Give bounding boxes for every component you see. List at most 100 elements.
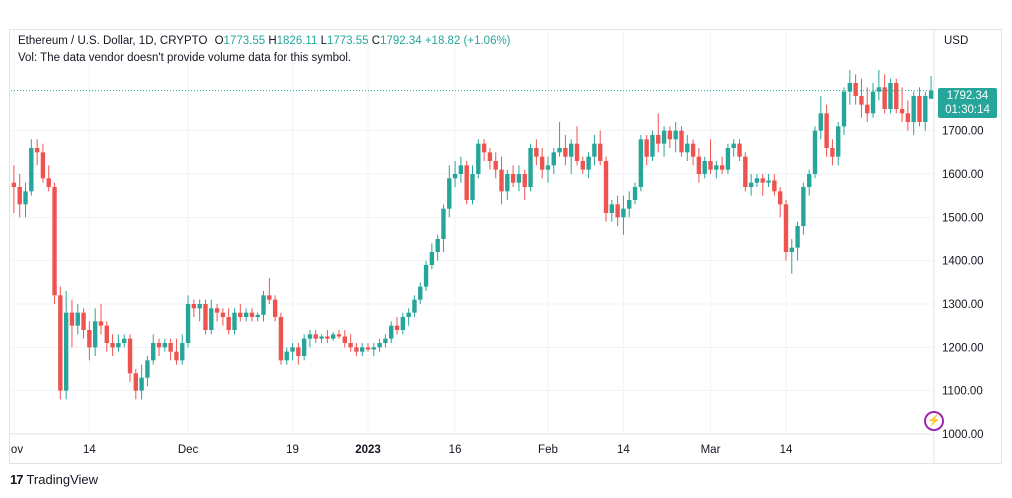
price-tick-label: 1500.00: [942, 212, 984, 224]
candle-down: [539, 148, 545, 179]
candle-body: [162, 343, 168, 348]
candle-down: [615, 195, 620, 226]
candle-body: [894, 83, 899, 109]
price-tick-label: 1300.00: [942, 299, 984, 311]
candle-body: [615, 204, 620, 218]
candle-body: [145, 360, 150, 378]
candle-down: [760, 174, 765, 196]
candle-up: [789, 239, 794, 274]
candle-body: [121, 338, 127, 343]
candlestick-chart[interactable]: 1000.00 1100.00 1200.00 1300.00 1400.00 1500.…: [9, 29, 1002, 464]
candle-up: [754, 174, 760, 187]
candle-up: [63, 291, 69, 400]
time-tick-label: 16: [449, 444, 462, 456]
tradingview-logo[interactable]: 17 TradingView: [10, 472, 98, 487]
price-axis[interactable]: 1000.00 1100.00 1200.00 1300.00 1400.00 1500.…: [942, 126, 984, 441]
candle-body: [551, 152, 556, 166]
candle-body: [748, 182, 754, 187]
candle-up: [452, 161, 458, 187]
candle-body: [499, 169, 504, 192]
candle-body: [261, 295, 266, 315]
candle-down: [220, 308, 226, 326]
candle-down: [481, 139, 487, 161]
candle-body: [789, 247, 794, 252]
candle-up: [29, 139, 34, 196]
time-tick-label: 19: [286, 444, 299, 456]
candle-down: [278, 312, 284, 365]
candle-up: [435, 234, 440, 261]
candle-up: [748, 174, 754, 196]
candle-body: [11, 182, 17, 187]
candle-down: [859, 78, 864, 118]
candle-body: [528, 148, 533, 187]
candle-up: [841, 87, 847, 135]
candle-body: [539, 156, 545, 170]
candle-body: [737, 143, 742, 157]
candle-body: [325, 336, 330, 339]
candle-body: [574, 143, 580, 161]
candle-body: [882, 87, 887, 109]
candle-body: [197, 304, 202, 309]
close-value: 1792.34: [380, 35, 422, 47]
candle-down: [394, 317, 400, 335]
candle-down: [296, 343, 301, 365]
lightning-icon[interactable]: ⚡: [924, 411, 944, 431]
candle-down: [342, 330, 347, 348]
time-axis[interactable]: ov 14 Dec 19 2023 16 Feb 14 Mar 14: [11, 444, 793, 456]
candle-down: [882, 74, 887, 114]
candle-body: [557, 148, 562, 153]
candle-body: [423, 265, 429, 287]
candle-body: [203, 304, 208, 330]
candle-up: [609, 200, 615, 222]
currency-label: USD: [944, 35, 968, 47]
candle-body: [371, 347, 377, 350]
last-price-tag: 1792.34 01:30:14: [938, 88, 997, 118]
candle-up: [923, 91, 928, 131]
candle-up: [330, 332, 336, 341]
candle-up: [685, 135, 690, 161]
candle-body: [40, 152, 46, 179]
candle-down: [98, 304, 104, 335]
candle-down: [580, 156, 585, 174]
candle-body: [139, 377, 144, 391]
candle-body: [220, 312, 226, 317]
time-tick-label: ov: [11, 444, 23, 456]
candle-body: [568, 143, 574, 157]
candle-body: [621, 208, 626, 218]
candle-up: [377, 338, 382, 352]
candle-up: [243, 308, 249, 322]
candle-body: [243, 312, 249, 317]
candle-body: [133, 373, 139, 391]
candle-body: [174, 351, 179, 361]
candle-body: [290, 347, 295, 352]
candle-down: [156, 338, 162, 356]
candle-body: [470, 174, 475, 200]
candle-body: [185, 304, 191, 343]
candle-down: [719, 156, 725, 174]
symbol-title[interactable]: Ethereum / U.S. Dollar, 1D, CRYPTO: [18, 35, 208, 47]
candle-down: [110, 334, 115, 356]
logo-mark: 17: [10, 472, 24, 487]
candle-down: [487, 148, 493, 170]
candle-up: [627, 191, 632, 218]
candle-body: [853, 83, 858, 96]
candle-up: [458, 156, 464, 183]
price-tick-label: 1200.00: [942, 342, 984, 354]
candle-body: [313, 334, 318, 339]
candle-body: [899, 109, 905, 114]
candle-body: [255, 314, 260, 317]
candle-up: [423, 260, 429, 291]
candle-body: [812, 130, 818, 174]
candle-down: [894, 78, 899, 114]
bar-countdown: 01:30:14: [945, 104, 990, 116]
last-price-value: 1792.34: [946, 90, 989, 102]
candle-body: [806, 174, 812, 187]
candle-up: [928, 76, 934, 99]
candle-up: [209, 299, 214, 335]
candle-body: [63, 312, 69, 391]
candle-body: [917, 96, 922, 122]
candle-body: [714, 165, 719, 170]
price-tick-label: 1400.00: [942, 256, 984, 268]
candle-down: [174, 338, 179, 365]
candle-up: [197, 299, 202, 322]
